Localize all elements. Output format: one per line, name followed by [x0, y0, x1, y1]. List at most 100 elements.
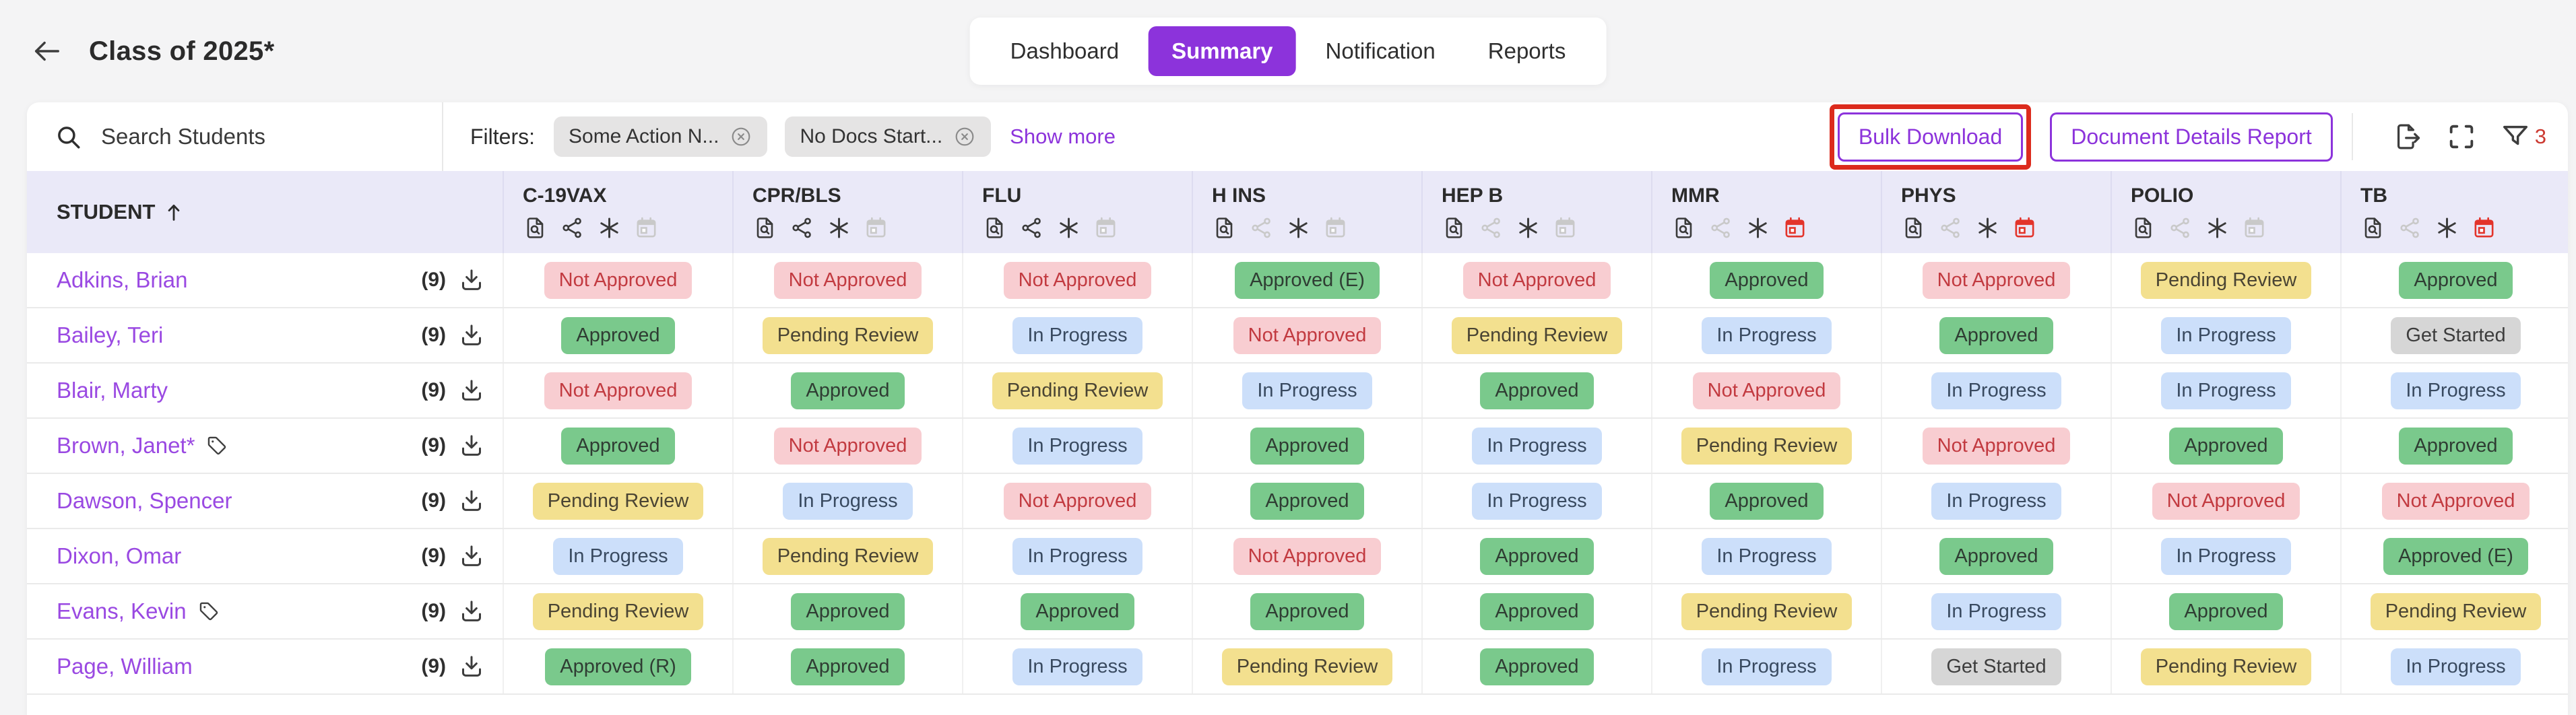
student-link[interactable]: Dixon, Omar	[57, 543, 182, 568]
status-badge[interactable]: Approved	[791, 592, 905, 630]
bulk-download-button[interactable]: Bulk Download	[1837, 112, 2024, 162]
calendar-icon[interactable]	[1093, 215, 1118, 240]
search-input[interactable]	[101, 124, 404, 149]
status-badge[interactable]: Approved	[1250, 592, 1364, 630]
status-badge[interactable]: Approved (R)	[545, 648, 691, 685]
calendar-icon[interactable]	[634, 215, 659, 240]
document-search-icon[interactable]	[2360, 215, 2385, 240]
student-link[interactable]: Brown, Janet*	[57, 433, 195, 458]
share-icon[interactable]	[790, 215, 814, 240]
status-badge[interactable]: Approved	[791, 372, 905, 409]
download-student-docs-button[interactable]	[458, 543, 485, 570]
document-search-icon[interactable]	[752, 215, 777, 240]
status-badge[interactable]: In Progress	[1931, 592, 2061, 630]
status-badge[interactable]: Approved	[1480, 648, 1594, 685]
status-badge[interactable]: Pending Review	[762, 316, 934, 354]
share-icon[interactable]	[1708, 215, 1733, 240]
status-badge[interactable]: In Progress	[2161, 372, 2291, 409]
status-badge[interactable]: In Progress	[2161, 537, 2291, 575]
student-link[interactable]: Evans, Kevin	[57, 599, 187, 623]
download-student-docs-button[interactable]	[458, 267, 485, 294]
document-search-icon[interactable]	[1901, 215, 1926, 240]
status-badge[interactable]: Not Approved	[1922, 427, 2071, 465]
status-badge[interactable]: In Progress	[1702, 316, 1832, 354]
back-button[interactable]	[31, 36, 62, 67]
status-badge[interactable]: Approved	[561, 316, 675, 354]
calendar-icon[interactable]	[864, 215, 889, 240]
status-badge[interactable]: Approved	[2399, 427, 2513, 465]
status-badge[interactable]: Approved	[2399, 261, 2513, 299]
document-details-report-button[interactable]: Document Details Report	[2050, 112, 2333, 162]
status-badge[interactable]: In Progress	[1931, 372, 2061, 409]
status-badge[interactable]: Approved	[791, 648, 905, 685]
status-badge[interactable]: Approved (E)	[1235, 261, 1380, 299]
download-student-docs-button[interactable]	[458, 487, 485, 514]
asterisk-icon[interactable]	[1286, 215, 1311, 240]
document-search-icon[interactable]	[523, 215, 548, 240]
status-badge[interactable]: Not Approved	[1003, 482, 1152, 520]
status-badge[interactable]: Approved	[1480, 537, 1594, 575]
status-badge[interactable]: In Progress	[2161, 316, 2291, 354]
calendar-icon[interactable]	[1553, 215, 1578, 240]
document-search-icon[interactable]	[1212, 215, 1237, 240]
status-badge[interactable]: Approved	[561, 427, 675, 465]
status-badge[interactable]: Approved	[1480, 592, 1594, 630]
status-badge[interactable]: Pending Review	[2140, 648, 2312, 685]
status-badge[interactable]: Pending Review	[1221, 648, 1393, 685]
share-icon[interactable]	[2168, 215, 2193, 240]
status-badge[interactable]: Approved	[1939, 316, 2053, 354]
status-badge[interactable]: Pending Review	[1451, 316, 1623, 354]
asterisk-icon[interactable]	[1056, 215, 1081, 240]
share-icon[interactable]	[2397, 215, 2422, 240]
status-badge[interactable]: Pending Review	[1681, 592, 1853, 630]
asterisk-icon[interactable]	[2435, 215, 2459, 240]
status-badge[interactable]: In Progress	[1012, 427, 1142, 465]
status-badge[interactable]: Get Started	[2391, 316, 2521, 354]
status-badge[interactable]: In Progress	[1012, 648, 1142, 685]
status-badge[interactable]: In Progress	[1931, 482, 2061, 520]
tag-icon[interactable]	[205, 434, 228, 457]
share-icon[interactable]	[1479, 215, 1504, 240]
status-badge[interactable]: Approved	[1710, 482, 1824, 520]
download-student-docs-button[interactable]	[458, 598, 485, 625]
tag-icon[interactable]	[197, 600, 220, 623]
status-badge[interactable]: Pending Review	[532, 592, 704, 630]
filter-chip[interactable]: Some Action N...	[554, 116, 768, 157]
student-link[interactable]: Dawson, Spencer	[57, 488, 232, 513]
status-badge[interactable]: Approved	[1710, 261, 1824, 299]
calendar-icon[interactable]	[1323, 215, 1348, 240]
status-badge[interactable]: Not Approved	[2152, 482, 2300, 520]
share-icon[interactable]	[560, 215, 585, 240]
calendar-icon[interactable]	[1782, 215, 1807, 240]
status-badge[interactable]: Approved	[1939, 537, 2053, 575]
student-column-header[interactable]: STUDENT	[27, 171, 503, 253]
status-badge[interactable]: In Progress	[2391, 648, 2521, 685]
status-badge[interactable]: In Progress	[783, 482, 913, 520]
tab-summary[interactable]: Summary	[1149, 26, 1296, 76]
status-badge[interactable]: Not Approved	[544, 372, 693, 409]
status-badge[interactable]: In Progress	[1472, 427, 1602, 465]
asterisk-icon[interactable]	[827, 215, 851, 240]
asterisk-icon[interactable]	[1516, 215, 1541, 240]
tab-reports[interactable]: Reports	[1465, 26, 1589, 76]
status-badge[interactable]: In Progress	[1702, 537, 1832, 575]
status-badge[interactable]: Not Approved	[1922, 261, 2071, 299]
status-badge[interactable]: In Progress	[1012, 537, 1142, 575]
student-link[interactable]: Page, William	[57, 654, 193, 679]
filter-funnel-button[interactable]: 3	[2500, 121, 2546, 152]
status-badge[interactable]: Approved	[1480, 372, 1594, 409]
status-badge[interactable]: Approved	[2169, 427, 2283, 465]
fullscreen-button[interactable]	[2446, 121, 2477, 152]
asterisk-icon[interactable]	[2205, 215, 2230, 240]
status-badge[interactable]: Not Approved	[1233, 316, 1382, 354]
status-badge[interactable]: Not Approved	[544, 261, 693, 299]
status-badge[interactable]: Approved	[1021, 592, 1134, 630]
status-badge[interactable]: Approved (E)	[2383, 537, 2528, 575]
export-button[interactable]	[2392, 121, 2423, 152]
document-search-icon[interactable]	[1442, 215, 1467, 240]
status-badge[interactable]: In Progress	[1472, 482, 1602, 520]
status-badge[interactable]: Pending Review	[992, 372, 1163, 409]
status-badge[interactable]: Not Approved	[2381, 482, 2530, 520]
status-badge[interactable]: Not Approved	[1692, 372, 1841, 409]
student-link[interactable]: Blair, Marty	[57, 378, 168, 403]
